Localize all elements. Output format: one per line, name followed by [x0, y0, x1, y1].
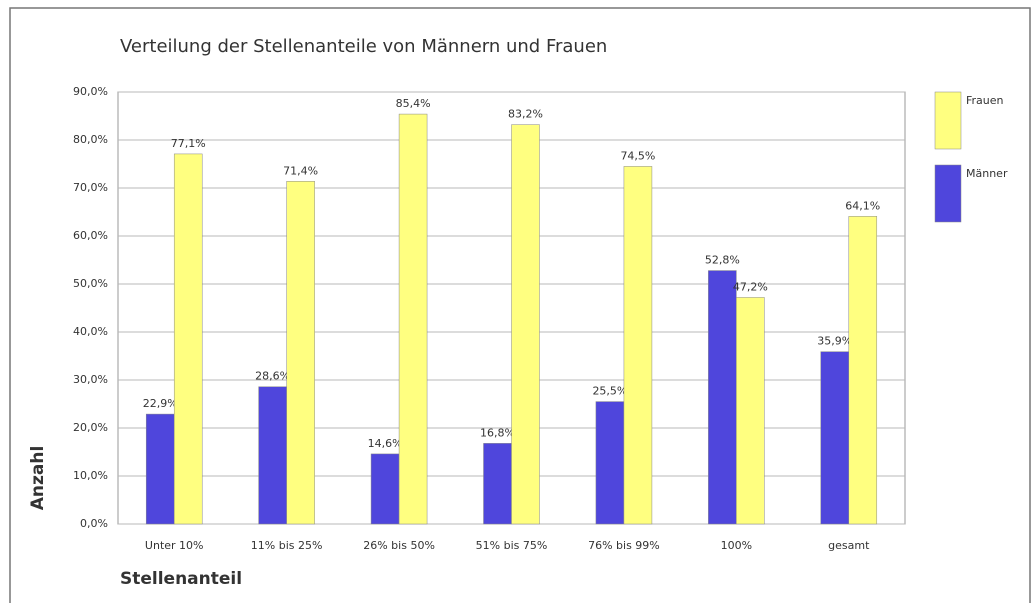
bar: [145, 413, 175, 525]
y-tick-label: 60,0%: [73, 229, 108, 242]
bar: [286, 181, 315, 525]
value-label: 28,6%: [255, 370, 290, 383]
value-label: 64,1%: [845, 199, 880, 212]
value-label: 35,9%: [817, 335, 852, 348]
x-tick-label: 26% bis 50%: [363, 539, 435, 552]
y-tick-label: 0,0%: [80, 517, 108, 530]
bar: [708, 270, 737, 525]
bar: [736, 297, 765, 525]
value-label: 71,4%: [283, 164, 318, 177]
x-tick-label: 100%: [721, 539, 752, 552]
x-tick-label: 76% bis 99%: [588, 539, 660, 552]
value-label: 85,4%: [396, 97, 431, 110]
bar: [173, 153, 203, 525]
x-tick-label: gesamt: [828, 539, 870, 552]
value-label: 22,9%: [143, 397, 178, 410]
value-label: 77,1%: [171, 137, 206, 150]
value-label: 14,6%: [368, 437, 403, 450]
bar: [398, 113, 428, 525]
bar: [623, 166, 653, 525]
bar: [258, 386, 287, 525]
y-axis-title: Anzahl: [28, 446, 48, 511]
y-tick-label: 20,0%: [73, 421, 108, 434]
legend-swatch: [934, 91, 962, 150]
x-tick-label: 11% bis 25%: [251, 539, 323, 552]
bar: [370, 453, 400, 525]
value-label: 83,2%: [508, 108, 543, 121]
value-label: 74,5%: [620, 149, 655, 162]
chart-title: Verteilung der Stellenanteile von Männer…: [120, 36, 607, 57]
frame: [9, 7, 1031, 603]
value-label: 16,8%: [480, 426, 515, 439]
value-label: 47,2%: [733, 280, 768, 293]
bar: [595, 401, 625, 525]
y-tick-label: 80,0%: [73, 133, 108, 146]
y-tick-label: 40,0%: [73, 325, 108, 338]
y-tick-label: 10,0%: [73, 469, 108, 482]
x-tick-label: Unter 10%: [145, 539, 204, 552]
y-tick-label: 30,0%: [73, 373, 108, 386]
legend-label: Frauen: [966, 94, 1004, 107]
x-axis-title: Stellenanteil: [120, 569, 242, 589]
bar: [820, 351, 850, 525]
value-label: 52,8%: [705, 254, 740, 267]
legend-label: Männer: [966, 167, 1008, 180]
y-tick-label: 70,0%: [73, 181, 108, 194]
y-tick-label: 50,0%: [73, 277, 108, 290]
value-label: 25,5%: [592, 385, 627, 398]
legend-swatch: [934, 164, 962, 223]
x-tick-label: 51% bis 75%: [476, 539, 548, 552]
bar: [848, 216, 878, 525]
y-tick-label: 90,0%: [73, 85, 108, 98]
bar: [511, 124, 540, 525]
bar: [483, 443, 512, 525]
